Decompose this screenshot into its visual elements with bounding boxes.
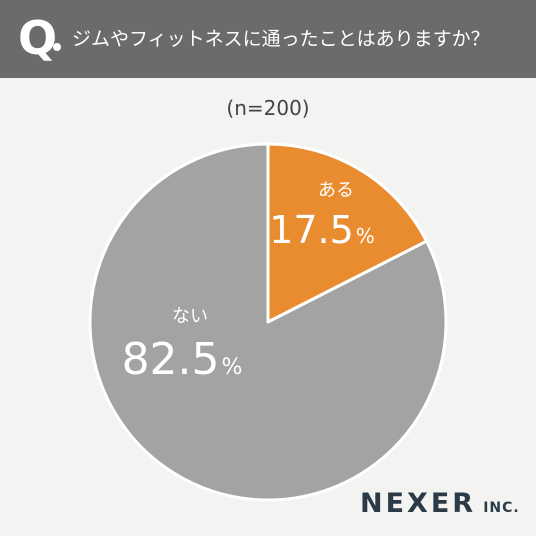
- question-header: Q ジムやフィットネスに通ったことはありますか？: [0, 0, 536, 78]
- brand-name: NEXER: [360, 488, 477, 519]
- sample-size: (n=200): [226, 96, 310, 120]
- slice-value-yes: 17.5%: [269, 208, 375, 252]
- pie-slice-yes: [266, 142, 429, 324]
- nexer-logo: NEXER INC.: [360, 488, 520, 519]
- question-text: ジムやフィットネスに通ったことはありますか？: [72, 28, 490, 50]
- brand-suffix: INC.: [483, 500, 520, 516]
- slice-value-no: 82.5%: [122, 334, 243, 385]
- q-mark: Q: [18, 11, 58, 65]
- slice-label-yes: ある: [318, 180, 354, 201]
- q-dot: [53, 43, 61, 51]
- pie-slice-no: [88, 142, 448, 502]
- slice-label-no: ない: [172, 306, 208, 327]
